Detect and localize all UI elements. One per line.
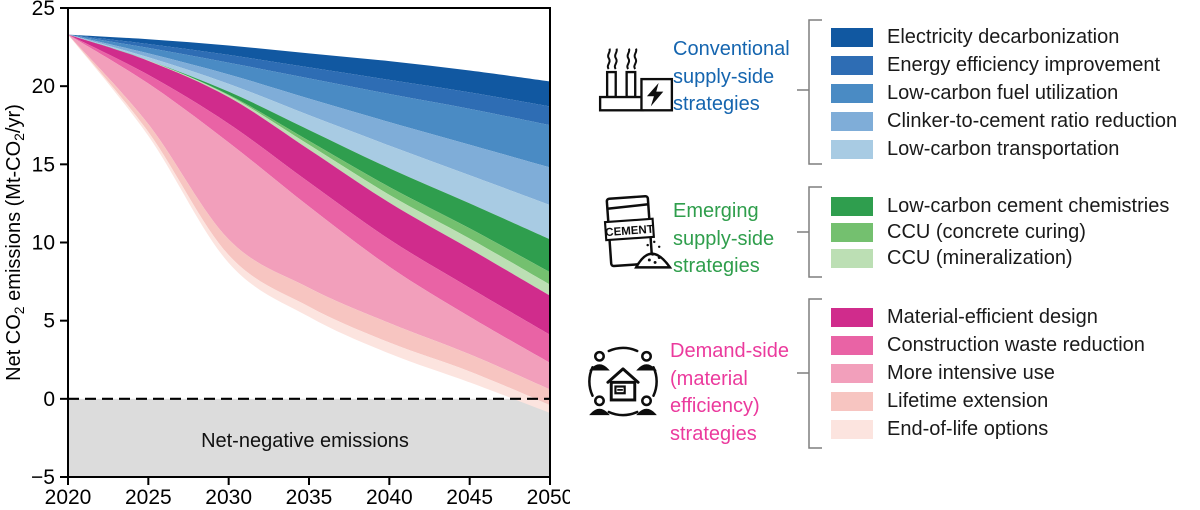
legend-bracket-emerging: [797, 186, 822, 278]
legend-item-low-carbon-cement-chemistries: Low-carbon cement chemistries: [831, 196, 1169, 216]
legend-item-energy-efficiency-improvement: Energy efficiency improvement: [831, 55, 1160, 75]
legend-bracket-conventional: [797, 19, 822, 165]
legend-swatch: [831, 83, 873, 103]
emissions-wedge-chart: Net-negative emissions 25 20 15 10 5 0 −5 2020…: [0, 0, 573, 510]
person-glyphs: [589, 350, 657, 416]
x-tick-label: 2025: [125, 486, 172, 509]
y-axis-title: Net CO2​ emissions (Mt-CO2​/yr): [3, 104, 27, 381]
legend-item-label: Low-carbon cement chemistries: [887, 195, 1170, 217]
cement-bag-icon: CEMENT: [600, 190, 674, 274]
group-label-line: Emerging: [673, 200, 759, 222]
wedge-more-intensive-use: [68, 34, 550, 390]
legend-swatch: [831, 335, 873, 355]
net-negative-label: Net-negative emissions: [201, 430, 409, 452]
group-label-emerging: Emerging supply-side strategies: [673, 198, 774, 281]
legend-brackets: [790, 0, 830, 510]
x-axis: 2020 2025 2030 2035 2040 2045 2050: [45, 477, 573, 509]
legend-item-ccu-mineralization: CCU (mineralization): [831, 248, 1073, 268]
group-label-line: strategies: [673, 93, 760, 115]
legend-item-label: CCU (mineralization): [887, 247, 1073, 269]
legend-item-label: Low-carbon transportation: [887, 138, 1120, 160]
legend-item-electricity-decarbonization: Electricity decarbonization: [831, 27, 1119, 47]
legend-item-end-of-life-options: End-of-life options: [831, 419, 1048, 439]
x-tick-label: 2030: [205, 486, 252, 509]
community-icon: [581, 342, 665, 426]
legend-swatch: [831, 196, 873, 216]
legend-item-low-carbon-transportation: Low-carbon transportation: [831, 139, 1119, 159]
wedge-stack: [68, 34, 550, 413]
group-label-line: Conventional: [673, 38, 790, 60]
legend-item-label: CCU (concrete curing): [887, 221, 1086, 243]
legend-item-low-carbon-fuel-utilization: Low-carbon fuel utilization: [831, 83, 1118, 103]
group-label-line: efficiency): [670, 395, 760, 417]
y-tick-label: 5: [43, 310, 55, 333]
group-label-demand: Demand-side (material efficiency) strategie…: [670, 338, 789, 448]
legend-item-label: Low-carbon fuel utilization: [887, 82, 1119, 104]
group-label-line: supply-side: [673, 65, 775, 88]
group-label-line: supply-side: [673, 227, 775, 250]
legend-bracket-demand: [797, 298, 822, 449]
y-tick-label: 15: [32, 153, 55, 176]
x-tick-label: 2020: [45, 486, 92, 509]
legend-swatch: [831, 248, 873, 268]
cement-bag-label: CEMENT: [605, 224, 654, 239]
y-tick-label: 20: [32, 75, 55, 98]
legend-swatch: [831, 111, 873, 131]
legend-item-label: Material-efficient design: [887, 306, 1098, 328]
y-axis: 25 20 15 10 5 0 −5: [31, 0, 68, 489]
legend-item-label: Construction waste reduction: [887, 334, 1145, 356]
x-tick-label: 2040: [366, 486, 413, 509]
y-tick-label: 10: [32, 232, 55, 255]
wedge-material-efficient-design: [68, 34, 550, 335]
group-label-conventional: Conventional supply-side strategies: [673, 36, 790, 119]
x-tick-label: 2050: [527, 486, 570, 509]
wedge-electricity-decarbonization: [68, 34, 550, 107]
y-tick-label: −5: [31, 466, 55, 489]
legend-swatch: [831, 391, 873, 411]
legend-swatch: [831, 222, 873, 242]
y-tick-label: 0: [43, 388, 55, 411]
house-glyph: [606, 367, 640, 402]
legend-item-ccu-concrete-curing: CCU (concrete curing): [831, 222, 1086, 242]
legend-item-label: Electricity decarbonization: [887, 26, 1120, 48]
legend-swatch: [831, 27, 873, 47]
legend-item-more-intensive-use: More intensive use: [831, 363, 1055, 383]
legend-item-construction-waste-reduction: Construction waste reduction: [831, 335, 1145, 355]
legend-item-label: End-of-life options: [887, 418, 1049, 440]
wedge-construction-waste-reduction: [68, 34, 550, 363]
group-label-line: strategies: [670, 422, 757, 445]
legend-item-label: Lifetime extension: [887, 390, 1049, 412]
legend-item-material-efficient-design: Material-efficient design: [831, 307, 1098, 327]
group-label-line: strategies: [673, 255, 760, 277]
legend-swatch: [831, 363, 873, 383]
legend-item-label: Clinker-to-cement ratio reduction: [887, 110, 1178, 132]
legend-item-label: Energy efficiency improvement: [887, 54, 1161, 76]
y-tick-label: 25: [32, 0, 55, 20]
net-negative-region: [68, 398, 550, 477]
x-tick-label: 2045: [446, 486, 493, 509]
legend-swatch: [831, 419, 873, 439]
legend-item-lifetime-extension: Lifetime extension: [831, 391, 1048, 411]
legend-swatch: [831, 307, 873, 327]
x-tick-label: 2035: [286, 486, 333, 509]
legend-item-label: More intensive use: [887, 362, 1055, 384]
legend-swatch: [831, 139, 873, 159]
legend-swatch: [831, 55, 873, 75]
group-label-line: (material: [670, 367, 748, 390]
legend-item-clinker-to-cement-ratio-reduction: Clinker-to-cement ratio reduction: [831, 111, 1177, 131]
factory-icon: [597, 44, 675, 122]
group-label-line: Demand-side: [670, 340, 789, 362]
